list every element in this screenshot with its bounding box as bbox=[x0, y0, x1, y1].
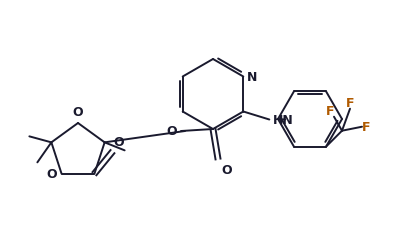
Text: HN: HN bbox=[273, 114, 294, 126]
Text: O: O bbox=[73, 106, 83, 118]
Text: N: N bbox=[247, 71, 258, 84]
Text: F: F bbox=[346, 96, 354, 109]
Text: F: F bbox=[362, 121, 371, 134]
Text: O: O bbox=[221, 163, 231, 176]
Text: O: O bbox=[113, 135, 124, 148]
Text: O: O bbox=[46, 168, 56, 180]
Text: F: F bbox=[325, 104, 334, 117]
Text: O: O bbox=[166, 125, 177, 138]
